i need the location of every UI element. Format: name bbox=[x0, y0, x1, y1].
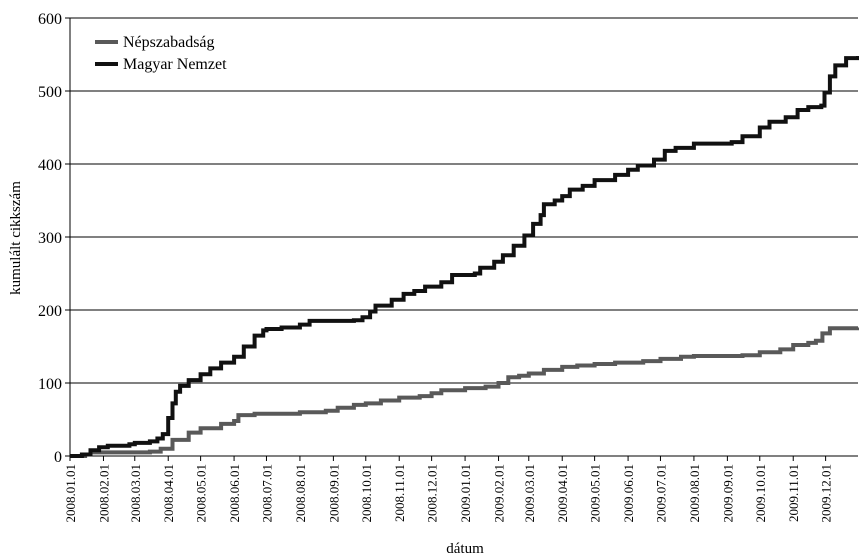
axes: 0 100 200 300 400 500 600 2008.01.01 2008.02.01 2… bbox=[38, 11, 858, 523]
y-tick-label: 600 bbox=[38, 11, 62, 28]
series-lines bbox=[70, 56, 859, 458]
x-tick-label: 2008.08.01 bbox=[293, 464, 308, 523]
y-tick-label: 200 bbox=[38, 303, 62, 320]
x-tick-label: 2008.03.01 bbox=[128, 464, 143, 523]
x-tick-label: 2009.04.01 bbox=[555, 464, 570, 523]
legend-label-nepszabadsag: Népszabadság bbox=[123, 34, 215, 51]
series-line-magyar-nemzet bbox=[70, 56, 859, 458]
x-tick-label: 2008.12.01 bbox=[425, 464, 440, 523]
x-tick-label: 2009.05.01 bbox=[588, 464, 603, 523]
x-tick-label: 2009.02.01 bbox=[492, 464, 507, 523]
series-line-nepszabadsag bbox=[70, 326, 859, 458]
x-tick-label: 2009.03.01 bbox=[522, 464, 537, 523]
y-tick-label: 500 bbox=[38, 84, 62, 101]
x-tick-label: 2008.07.01 bbox=[259, 464, 274, 523]
x-tick-label: 2008.04.01 bbox=[161, 464, 176, 523]
x-tick-label: 2008.10.01 bbox=[359, 464, 374, 523]
x-tick-label: 2008.11.01 bbox=[392, 464, 407, 522]
x-tick-label: 2009.10.01 bbox=[753, 464, 768, 523]
x-tick-label: 2009.09.01 bbox=[720, 464, 735, 523]
x-tick-label: 2008.01.01 bbox=[63, 464, 78, 523]
x-tick-label: 2009.08.01 bbox=[687, 464, 702, 523]
y-axis-title: kumulált cikkszám bbox=[8, 181, 24, 295]
x-tick-label: 2008.05.01 bbox=[194, 464, 209, 523]
x-tick-label: 2008.06.01 bbox=[227, 464, 242, 523]
gridlines bbox=[70, 17, 858, 384]
legend-label-magyar-nemzet: Magyar Nemzet bbox=[123, 56, 227, 73]
x-tick-label: 2009.12.01 bbox=[819, 464, 834, 523]
legend: Népszabadság Magyar Nemzet bbox=[95, 34, 227, 73]
x-tick-label: 2009.06.01 bbox=[621, 464, 636, 523]
x-axis-title: dátum bbox=[446, 541, 484, 557]
x-tick-label: 2008.09.01 bbox=[326, 464, 341, 523]
y-tick-label: 0 bbox=[54, 449, 62, 466]
y-tick-label: 400 bbox=[38, 157, 62, 174]
x-tick-label: 2008.02.01 bbox=[96, 464, 111, 523]
x-tick-label: 2009.11.01 bbox=[786, 464, 801, 522]
x-tick-label: 2009.01.01 bbox=[458, 464, 473, 523]
y-tick-label: 100 bbox=[38, 376, 62, 393]
y-tick-label: 300 bbox=[38, 230, 62, 247]
x-tick-label: 2009.07.01 bbox=[653, 464, 668, 523]
